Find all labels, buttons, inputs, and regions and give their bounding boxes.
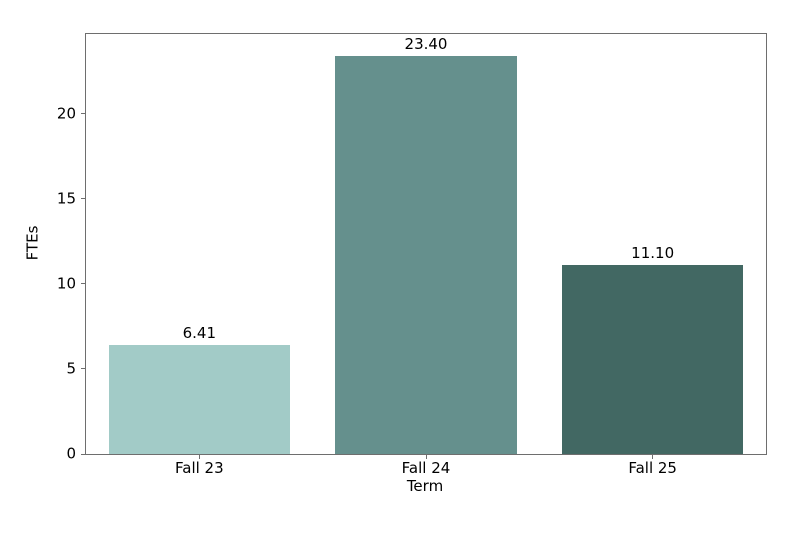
x-tick-mark bbox=[425, 455, 427, 459]
x-tick-mark bbox=[652, 455, 654, 459]
bar-value-label: 23.40 bbox=[404, 35, 448, 54]
y-tick-label: 10 bbox=[56, 274, 76, 293]
bar-fall-24 bbox=[335, 56, 517, 454]
y-tick-mark bbox=[81, 113, 85, 115]
y-axis-label: FTEs bbox=[23, 225, 42, 261]
y-tick-label: 15 bbox=[56, 189, 76, 208]
y-tick-mark bbox=[81, 198, 85, 200]
bar-value-label: 11.10 bbox=[631, 244, 675, 263]
x-tick-label: Fall 25 bbox=[628, 459, 677, 477]
x-tick-label: Fall 23 bbox=[175, 459, 224, 477]
y-tick-label: 5 bbox=[66, 359, 76, 378]
x-tick-mark bbox=[198, 455, 200, 459]
y-tick-mark bbox=[81, 453, 85, 455]
y-tick-mark bbox=[81, 283, 85, 285]
y-tick-label: 0 bbox=[66, 444, 76, 463]
y-tick-label: 20 bbox=[56, 104, 76, 123]
y-tick-mark bbox=[81, 368, 85, 370]
plot-area: 0 5 10 15 20 6.41 Fall 23 23.40 Fall 24 11.10 Fall… bbox=[57, 33, 767, 476]
bar-value-label: 6.41 bbox=[182, 324, 217, 343]
bar-fall-25 bbox=[562, 265, 744, 454]
x-tick-label: Fall 24 bbox=[401, 459, 451, 477]
bar-fall-23 bbox=[108, 345, 290, 454]
x-axis-label: Term bbox=[406, 477, 444, 495]
